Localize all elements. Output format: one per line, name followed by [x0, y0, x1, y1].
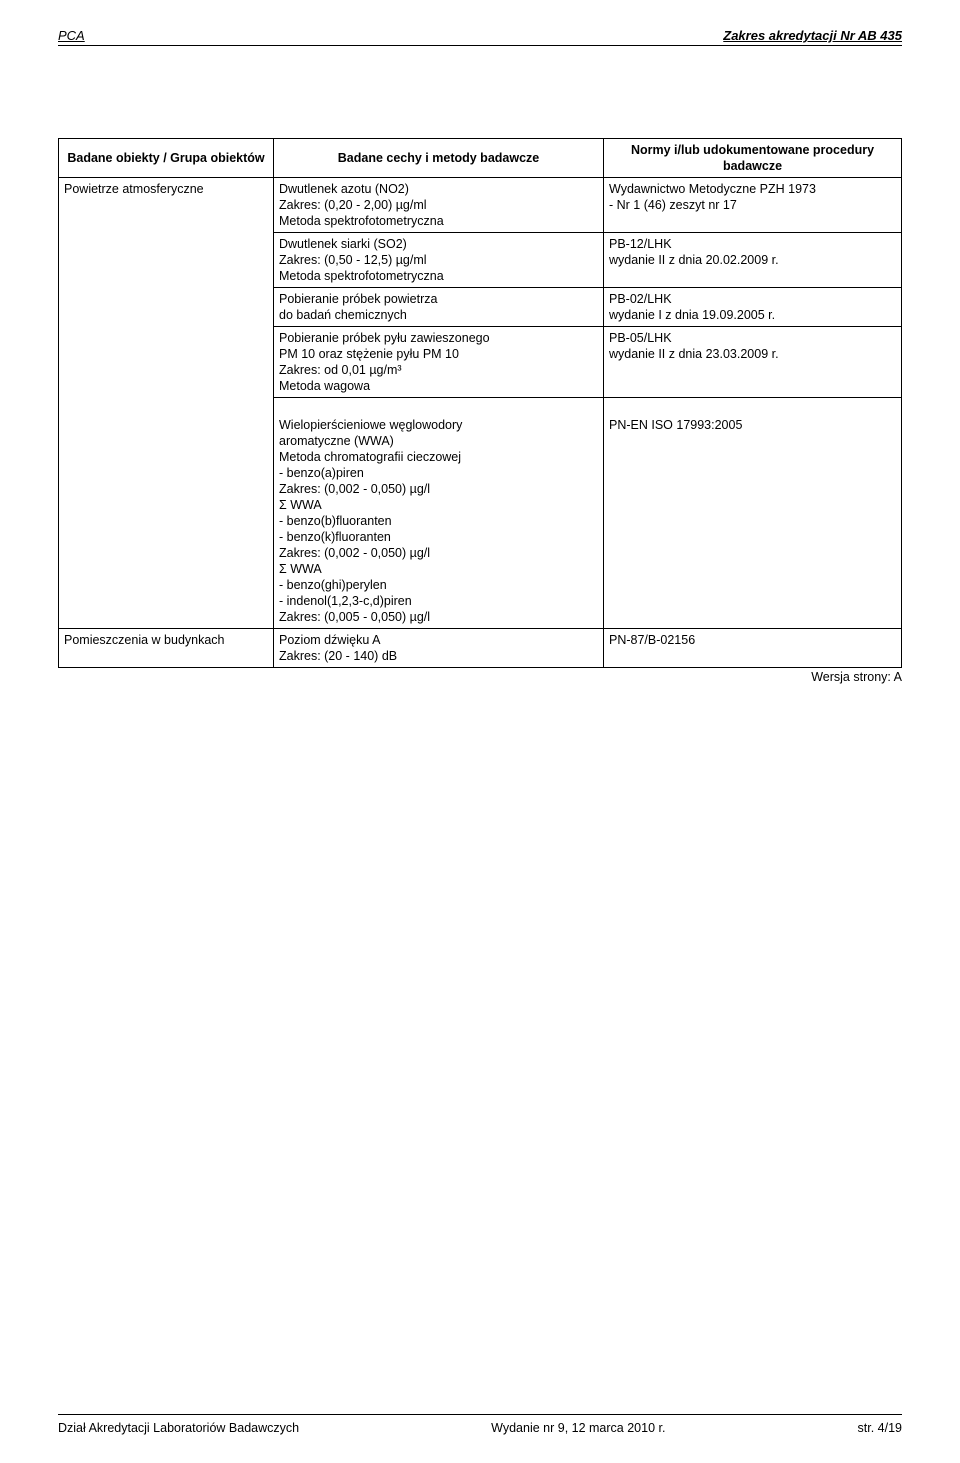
cell-norms: PN-87/B-02156 [604, 629, 902, 668]
cell-methods: Dwutlenek siarki (SO2)Zakres: (0,50 - 12… [274, 233, 604, 288]
th-objects: Badane obiekty / Grupa obiektów [59, 139, 274, 178]
cell-norms: PB-02/LHKwydanie I z dnia 19.09.2005 r. [604, 288, 902, 327]
page-footer: Dział Akredytacji Laboratoriów Badawczyc… [58, 1414, 902, 1435]
version-label: Wersja strony: A [58, 670, 902, 684]
header-rule [58, 45, 902, 46]
cell-norms: PN-EN ISO 17993:2005 [604, 398, 902, 629]
header-left: PCA [58, 28, 85, 43]
table-row: Pomieszczenia w budynkachPoziom dźwięku … [59, 629, 902, 668]
page-header: PCA Zakres akredytacji Nr AB 435 [58, 28, 902, 43]
table-row: Powietrze atmosferyczneDwutlenek azotu (… [59, 178, 902, 233]
table-header-row: Badane obiekty / Grupa obiektów Badane c… [59, 139, 902, 178]
header-right: Zakres akredytacji Nr AB 435 [723, 28, 902, 43]
cell-objects: Powietrze atmosferyczne [59, 178, 274, 629]
cell-norms: Wydawnictwo Metodyczne PZH 1973- Nr 1 (4… [604, 178, 902, 233]
cell-objects: Pomieszczenia w budynkach [59, 629, 274, 668]
accreditation-table: Badane obiekty / Grupa obiektów Badane c… [58, 138, 902, 668]
footer-left: Dział Akredytacji Laboratoriów Badawczyc… [58, 1421, 299, 1435]
cell-methods: Pobieranie próbek powietrzado badań chem… [274, 288, 604, 327]
th-norms: Normy i/lub udokumentowane procedury bad… [604, 139, 902, 178]
cell-methods: Pobieranie próbek pyłu zawieszonegoPM 10… [274, 327, 604, 398]
th-methods: Badane cechy i metody badawcze [274, 139, 604, 178]
cell-methods: Wielopierścieniowe węglowodoryaromatyczn… [274, 398, 604, 629]
cell-norms: PB-12/LHKwydanie II z dnia 20.02.2009 r. [604, 233, 902, 288]
footer-rule [58, 1414, 902, 1415]
cell-norms: PB-05/LHKwydanie II z dnia 23.03.2009 r. [604, 327, 902, 398]
footer-center: Wydanie nr 9, 12 marca 2010 r. [491, 1421, 665, 1435]
footer-right: str. 4/19 [858, 1421, 902, 1435]
cell-methods: Poziom dźwięku AZakres: (20 - 140) dB [274, 629, 604, 668]
cell-methods: Dwutlenek azotu (NO2)Zakres: (0,20 - 2,0… [274, 178, 604, 233]
